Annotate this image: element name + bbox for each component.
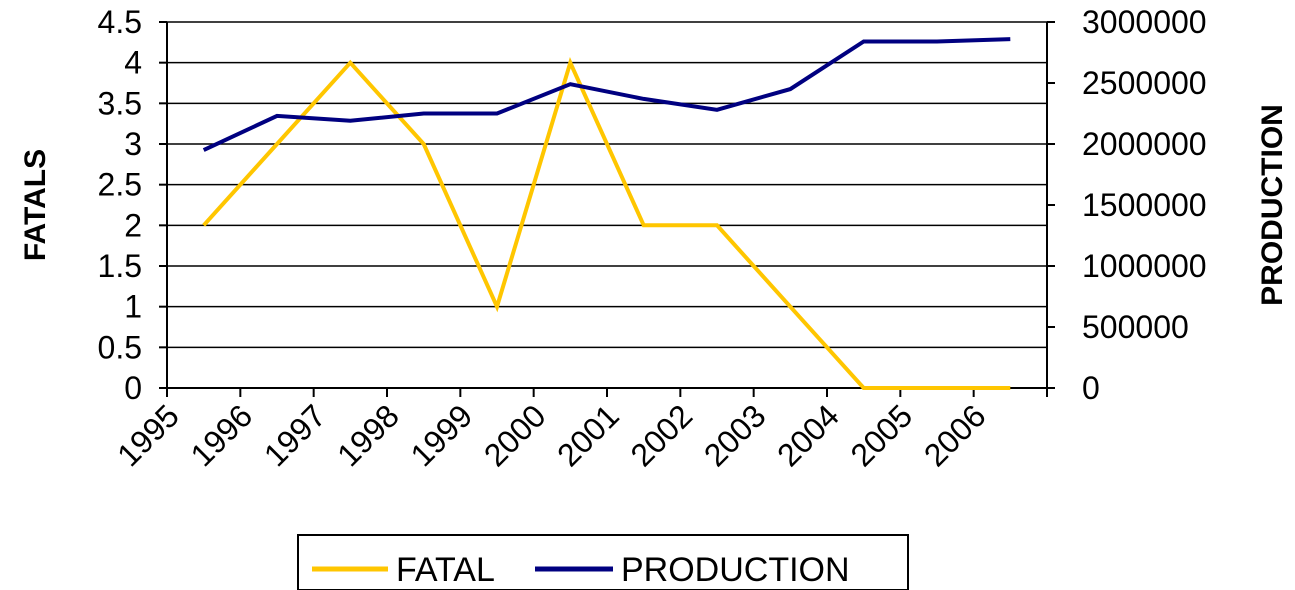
x-tick-label: 2006 [917,397,993,473]
x-tick-label: 2005 [843,397,919,473]
x-tick-label: 1999 [403,397,479,473]
right-axis-title: PRODUCTION [1256,104,1289,306]
x-tick-label: 2002 [623,397,699,473]
left-tick-label: 1 [124,289,142,325]
x-tick-label: 1996 [183,397,259,473]
x-tick-label: 1998 [330,397,406,473]
legend-label-fatal: FATAL [396,551,495,589]
right-tick-label: 2000000 [1082,126,1207,162]
left-tick-label: 0.5 [98,329,142,365]
legend: FATAL PRODUCTION [297,534,909,590]
left-axis-title: FATALS [19,149,52,261]
x-tick-label: 2004 [770,397,846,473]
right-tick-label: 1000000 [1082,248,1207,284]
series-lines [202,37,1011,390]
left-tick-label: 2 [124,207,142,243]
legend-label-production: PRODUCTION [621,551,850,589]
right-tick-label: 0 [1082,370,1100,406]
left-tick-label: 3.5 [98,85,142,121]
x-tick-label: 1997 [257,397,333,473]
left-tick-label: 4 [124,45,142,81]
left-tick-label: 3 [124,126,142,162]
x-tick-label: 2003 [697,397,773,473]
x-tick-label: 2001 [550,397,626,473]
right-tick-label: 1500000 [1082,187,1207,223]
right-axis-ticks: 0 500000 1000000 1500000 2000000 2500000 30000… [1047,4,1207,406]
right-tick-label: 3000000 [1082,4,1207,40]
x-axis-ticks: 1995199619971998199920002001200220032004… [110,388,1048,473]
gridlines [167,21,1047,349]
axes [166,22,1048,389]
left-tick-label: 0 [124,370,142,406]
legend-box [297,534,909,590]
series-line-production [202,37,1011,152]
left-tick-label: 4.5 [98,4,142,40]
left-tick-label: 2.5 [98,167,142,203]
x-tick-label: 2000 [477,397,553,473]
left-axis-ticks: 0 0.5 1 1.5 2 2.5 3 3.5 4 4.5 [98,4,167,406]
right-tick-label: 500000 [1082,309,1189,345]
x-tick-label: 1995 [110,397,186,473]
series-line-fatal [202,57,1011,390]
left-tick-label: 1.5 [98,248,142,284]
right-tick-label: 2500000 [1082,65,1207,101]
